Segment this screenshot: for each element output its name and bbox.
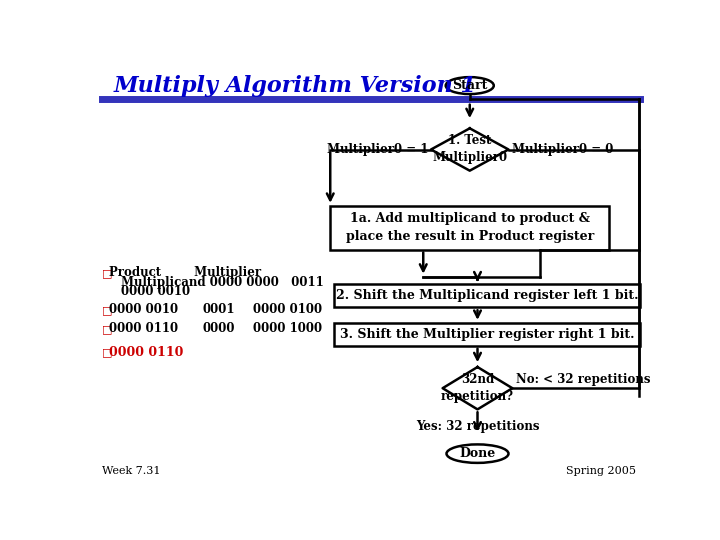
Text: 0000 0110: 0000 0110	[109, 322, 179, 335]
Text: No: < 32 repetitions: No: < 32 repetitions	[516, 373, 651, 386]
Text: 0000 1000: 0000 1000	[253, 322, 322, 335]
Text: 0000 0010: 0000 0010	[121, 286, 190, 299]
Text: Product        Multiplier: Product Multiplier	[109, 266, 261, 279]
Text: 0001: 0001	[202, 303, 235, 316]
Text: Spring 2005: Spring 2005	[567, 467, 636, 476]
Text: □: □	[102, 347, 112, 357]
Text: 0000: 0000	[202, 322, 235, 335]
Text: Yes: 32 repetitions: Yes: 32 repetitions	[415, 420, 539, 433]
Text: 3. Shift the Multiplier register right 1 bit.: 3. Shift the Multiplier register right 1…	[340, 328, 634, 341]
Text: Done: Done	[459, 447, 495, 460]
Text: 1. Test
Multiplier0: 1. Test Multiplier0	[432, 134, 508, 165]
Text: 1a. Add multiplicand to product &
place the result in Product register: 1a. Add multiplicand to product & place …	[346, 212, 594, 243]
Text: 2. Shift the Multiplicand register left 1 bit.: 2. Shift the Multiplicand register left …	[336, 289, 639, 302]
Text: Start: Start	[452, 79, 487, 92]
FancyBboxPatch shape	[334, 323, 640, 346]
Text: 0000 0110: 0000 0110	[109, 346, 184, 359]
Text: Week 7.31: Week 7.31	[102, 467, 160, 476]
Text: Multiplier0 = 1: Multiplier0 = 1	[327, 143, 428, 156]
Text: □: □	[102, 267, 112, 278]
Text: □: □	[102, 323, 112, 334]
Text: □: □	[102, 304, 112, 315]
Ellipse shape	[446, 444, 508, 463]
FancyBboxPatch shape	[334, 284, 640, 307]
Text: 0000 0100: 0000 0100	[253, 303, 322, 316]
Text: Multiply Algorithm Version 1: Multiply Algorithm Version 1	[113, 75, 476, 97]
Ellipse shape	[446, 77, 494, 94]
Text: 32nd
repetition?: 32nd repetition?	[441, 373, 514, 403]
Text: Multiplicand 0000 0000   0011: Multiplicand 0000 0000 0011	[121, 276, 324, 289]
FancyBboxPatch shape	[330, 206, 609, 249]
Text: Multiplier0 = 0: Multiplier0 = 0	[512, 143, 613, 156]
Text: 0000 0010: 0000 0010	[109, 303, 179, 316]
